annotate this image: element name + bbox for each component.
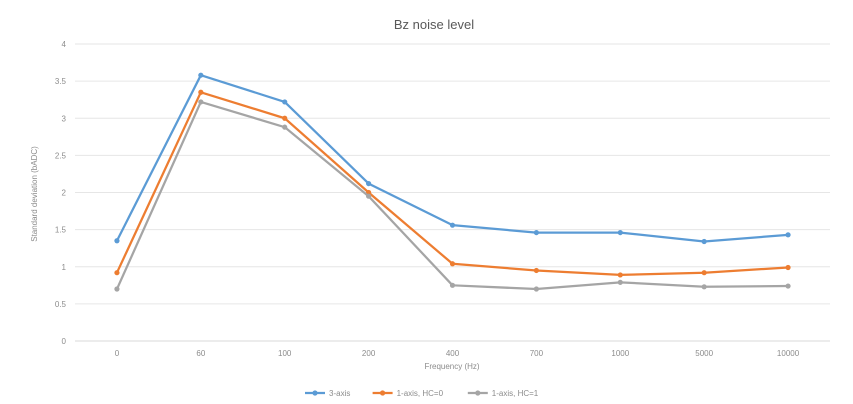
x-tick-label: 60 — [196, 349, 205, 358]
series-lines — [114, 72, 791, 292]
y-axis-label: Standard deviation (bADC) — [30, 146, 39, 242]
x-tick-label: 5000 — [695, 349, 713, 358]
data-point — [198, 99, 204, 105]
data-point — [449, 282, 456, 288]
legend-label: 1-axis, HC=1 — [492, 389, 539, 398]
series-line — [115, 100, 790, 291]
legend-item: 1-axis, HC=0 — [372, 389, 444, 398]
data-point — [449, 222, 456, 228]
data-point — [617, 279, 623, 285]
data-point — [785, 232, 791, 238]
data-point — [366, 180, 372, 187]
gridlines — [75, 43, 830, 342]
data-point — [617, 229, 623, 236]
legend-marker — [475, 390, 481, 396]
x-tick-label: 700 — [530, 349, 544, 358]
legend-label: 1-axis, HC=0 — [397, 389, 444, 398]
y-tick-label: 3 — [62, 114, 67, 123]
series-1 — [114, 89, 791, 278]
data-point — [701, 238, 707, 245]
y-tick-label: 2.5 — [55, 151, 67, 160]
chart-title: Bz noise level — [394, 17, 474, 32]
series-2 — [114, 99, 791, 292]
data-point — [114, 238, 120, 244]
x-axis-label: Frequency (Hz) — [424, 362, 479, 371]
legend-marker — [380, 390, 386, 396]
data-point — [533, 286, 539, 292]
x-tick-label: 200 — [362, 349, 376, 358]
data-point — [785, 264, 791, 271]
y-tick-label: 1 — [62, 263, 67, 272]
x-tick-label: 1000 — [611, 349, 629, 358]
y-axis-ticks: 0 0.5 1 1.5 2 2.5 3 3.5 4 — [55, 40, 67, 346]
data-point — [198, 72, 204, 78]
data-point — [533, 229, 539, 236]
y-tick-label: 0.5 — [55, 300, 67, 309]
series-0 — [114, 72, 791, 245]
data-point — [198, 89, 204, 95]
data-point — [114, 286, 120, 292]
data-point — [785, 283, 791, 289]
legend-marker — [312, 390, 318, 396]
legend: 3-axis 1-axis, HC=0 1-axis, HC=1 — [305, 389, 539, 398]
x-axis-ticks: 0 60 100 200 400 700 1000 5000 10000 — [115, 349, 800, 358]
y-tick-label: 1.5 — [55, 226, 67, 235]
data-point — [282, 124, 288, 130]
data-point — [282, 99, 288, 105]
x-tick-label: 10000 — [777, 349, 800, 358]
y-tick-label: 0 — [62, 337, 67, 346]
legend-item: 3-axis — [305, 389, 350, 398]
y-tick-label: 2 — [62, 189, 67, 198]
x-tick-label: 400 — [446, 349, 460, 358]
data-point — [449, 261, 456, 267]
data-point — [533, 267, 539, 274]
y-tick-label: 3.5 — [55, 77, 67, 86]
data-point — [366, 193, 372, 199]
legend-label: 3-axis — [329, 389, 350, 398]
data-point — [282, 115, 288, 121]
x-tick-label: 0 — [115, 349, 120, 358]
x-tick-label: 100 — [278, 349, 292, 358]
y-tick-label: 4 — [62, 40, 67, 49]
series-line — [115, 91, 790, 277]
data-point — [701, 284, 707, 290]
data-point — [114, 270, 120, 276]
data-point — [617, 272, 623, 278]
data-point — [701, 270, 707, 276]
legend-item: 1-axis, HC=1 — [467, 389, 539, 398]
series-line — [115, 74, 790, 243]
